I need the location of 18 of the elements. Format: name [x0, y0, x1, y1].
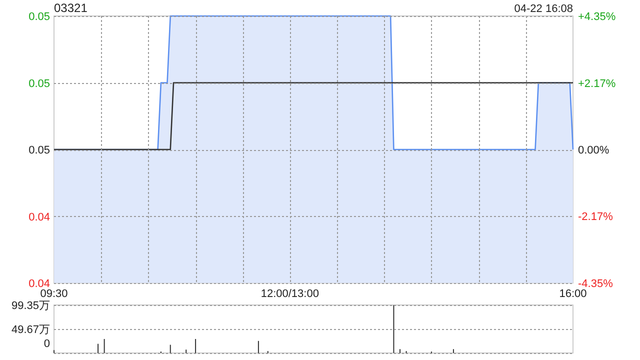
x-tick-label: 09:30 [40, 288, 68, 300]
y-tick-label: 99.35万 [11, 300, 50, 312]
y-tick-label: 0.05 [28, 144, 50, 156]
y2-tick-label: -2.17% [578, 211, 614, 224]
y2-tick-label: +2.17% [578, 78, 616, 90]
y-tick-label: 0.05 [28, 78, 50, 90]
x-tick-label: 12:00/13:00 [260, 288, 319, 300]
y2-tick-label: +4.35% [578, 11, 616, 23]
y2-tick-label: 0.00% [578, 144, 610, 156]
chart-subtitle: 04-22 16:08 [514, 3, 573, 15]
y-tick-label: 0.04 [28, 278, 50, 290]
y2-tick-label: -4.35% [578, 278, 614, 290]
y-tick-label: 0 [44, 338, 50, 350]
y-tick-label: 49.67万 [11, 324, 50, 336]
y-tick-label: 0.04 [28, 211, 50, 224]
y-tick-label: 0.05 [28, 11, 50, 23]
x-tick-label: 16:00 [559, 288, 587, 300]
chart-title: 03321 [54, 1, 88, 15]
